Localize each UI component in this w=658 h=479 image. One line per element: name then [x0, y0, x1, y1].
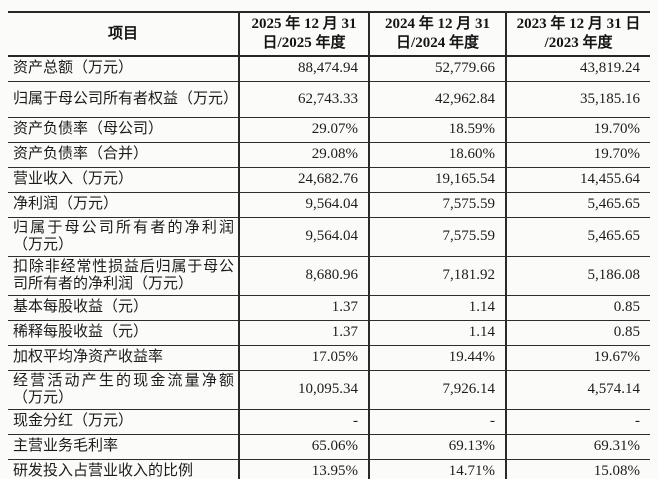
- value-2024: -: [368, 409, 506, 435]
- header-period-2024-line2: 日/2024 年度: [396, 35, 479, 51]
- row-label: 扣除非经常性损益后归属于母公司所有者的净利润（万元）: [8, 256, 239, 296]
- row-label: 稀释每股收益（元）: [8, 320, 239, 346]
- value-2025: 9,564.04: [238, 217, 369, 257]
- header-period-2023: 2023 年 12 月 31 日 /2023 年度: [505, 12, 650, 57]
- table-row: 资产总额（万元） 88,474.94 52,779.66 43,819.24: [8, 56, 650, 82]
- row-label: 基本每股收益（元）: [8, 295, 239, 321]
- value-2023: 14,455.64: [505, 167, 650, 193]
- header-period-2024: 2024 年 12 月 31 日/2024 年度: [368, 12, 506, 57]
- row-label: 营业收入（万元）: [8, 167, 239, 193]
- value-2025: 88,474.94: [238, 56, 369, 82]
- value-2024: 52,779.66: [368, 56, 506, 82]
- row-label: 资产总额（万元）: [8, 56, 239, 82]
- financial-summary-table: 项目 2025 年 12 月 31 日/2025 年度 2024 年 12 月 …: [8, 11, 650, 479]
- value-2023: 15.08%: [505, 459, 650, 479]
- header-row: 项目 2025 年 12 月 31 日/2025 年度 2024 年 12 月 …: [8, 12, 650, 57]
- table-row: 加权平均净资产收益率 17.05% 19.44% 19.67%: [8, 345, 650, 371]
- table-row: 扣除非经常性损益后归属于母公司所有者的净利润（万元） 8,680.96 7,18…: [8, 256, 650, 296]
- value-2024: 7,926.14: [368, 370, 506, 410]
- header-period-2024-line1: 2024 年 12 月 31: [384, 16, 490, 32]
- header-period-2023-line2: /2023 年度: [544, 35, 613, 51]
- value-2023: 0.85: [505, 320, 650, 346]
- value-2025: 1.37: [238, 320, 369, 346]
- value-2023: 69.31%: [505, 434, 650, 460]
- value-2024: 18.60%: [368, 142, 506, 168]
- value-2025: 1.37: [238, 295, 369, 321]
- value-2025: 8,680.96: [238, 256, 369, 296]
- header-period-2025: 2025 年 12 月 31 日/2025 年度: [238, 12, 369, 57]
- value-2025: 10,095.34: [238, 370, 369, 410]
- value-2023: 0.85: [505, 295, 650, 321]
- value-2025: 24,682.76: [238, 167, 369, 193]
- row-label: 净利润（万元）: [8, 192, 239, 218]
- value-2025: 62,743.33: [238, 81, 369, 118]
- value-2023: 43,819.24: [505, 56, 650, 82]
- header-period-2025-line2: 日/2025 年度: [262, 35, 346, 51]
- value-2023: 5,465.65: [505, 192, 650, 218]
- row-label: 经营活动产生的现金流量净额（万元）: [8, 370, 239, 410]
- header-item: 项目: [8, 12, 239, 57]
- table-row: 净利润（万元） 9,564.04 7,575.59 5,465.65: [8, 192, 650, 218]
- value-2024: 69.13%: [368, 434, 506, 460]
- header-period-2023-line1: 2023 年 12 月 31 日: [516, 16, 641, 32]
- value-2025: 13.95%: [238, 459, 369, 479]
- value-2024: 1.14: [368, 320, 506, 346]
- value-2024: 7,575.59: [368, 217, 506, 257]
- table-row: 资产负债率（合并） 29.08% 18.60% 19.70%: [8, 142, 650, 168]
- value-2025: 17.05%: [238, 345, 369, 371]
- value-2024: 1.14: [368, 295, 506, 321]
- value-2024: 42,962.84: [368, 81, 506, 118]
- row-label: 资产负债率（母公司）: [8, 117, 239, 143]
- table-body: 资产总额（万元） 88,474.94 52,779.66 43,819.24 归…: [8, 56, 650, 479]
- row-label: 归属于母公司所有者权益（万元）: [8, 81, 239, 118]
- value-2023: 5,186.08: [505, 256, 650, 296]
- table-row: 研发投入占营业收入的比例 13.95% 14.71% 15.08%: [8, 459, 650, 479]
- row-label: 主营业务毛利率: [8, 434, 239, 460]
- value-2024: 7,181.92: [368, 256, 506, 296]
- table-header: 项目 2025 年 12 月 31 日/2025 年度 2024 年 12 月 …: [8, 12, 650, 57]
- table-row: 基本每股收益（元） 1.37 1.14 0.85: [8, 295, 650, 321]
- value-2024: 18.59%: [368, 117, 506, 143]
- value-2023: 4,574.14: [505, 370, 650, 410]
- value-2023: 19.67%: [505, 345, 650, 371]
- value-2023: 19.70%: [505, 117, 650, 143]
- table-row: 归属于母公司所有者权益（万元） 62,743.33 42,962.84 35,1…: [8, 81, 650, 118]
- value-2023: 5,465.65: [505, 217, 650, 257]
- value-2023: 19.70%: [505, 142, 650, 168]
- value-2025: -: [238, 409, 369, 435]
- value-2024: 14.71%: [368, 459, 506, 479]
- row-label: 现金分红（万元）: [8, 409, 239, 435]
- value-2025: 29.08%: [238, 142, 369, 168]
- value-2024: 19,165.54: [368, 167, 506, 193]
- row-label: 归属于母公司所有者的净利润（万元）: [8, 217, 239, 257]
- header-period-2025-line1: 2025 年 12 月 31: [251, 16, 357, 32]
- table-row: 稀释每股收益（元） 1.37 1.14 0.85: [8, 320, 650, 346]
- table-row: 现金分红（万元） - - -: [8, 409, 650, 435]
- value-2023: 35,185.16: [505, 81, 650, 118]
- table-row: 归属于母公司所有者的净利润（万元） 9,564.04 7,575.59 5,46…: [8, 217, 650, 257]
- table-row: 资产负债率（母公司） 29.07% 18.59% 19.70%: [8, 117, 650, 143]
- table-row: 主营业务毛利率 65.06% 69.13% 69.31%: [8, 434, 650, 460]
- value-2025: 65.06%: [238, 434, 369, 460]
- row-label: 研发投入占营业收入的比例: [8, 459, 239, 479]
- table-row: 营业收入（万元） 24,682.76 19,165.54 14,455.64: [8, 167, 650, 193]
- value-2025: 9,564.04: [238, 192, 369, 218]
- value-2024: 19.44%: [368, 345, 506, 371]
- row-label: 资产负债率（合并）: [8, 142, 239, 168]
- value-2025: 29.07%: [238, 117, 369, 143]
- row-label: 加权平均净资产收益率: [8, 345, 239, 371]
- value-2023: -: [505, 409, 650, 435]
- value-2024: 7,575.59: [368, 192, 506, 218]
- table-row: 经营活动产生的现金流量净额（万元） 10,095.34 7,926.14 4,5…: [8, 370, 650, 410]
